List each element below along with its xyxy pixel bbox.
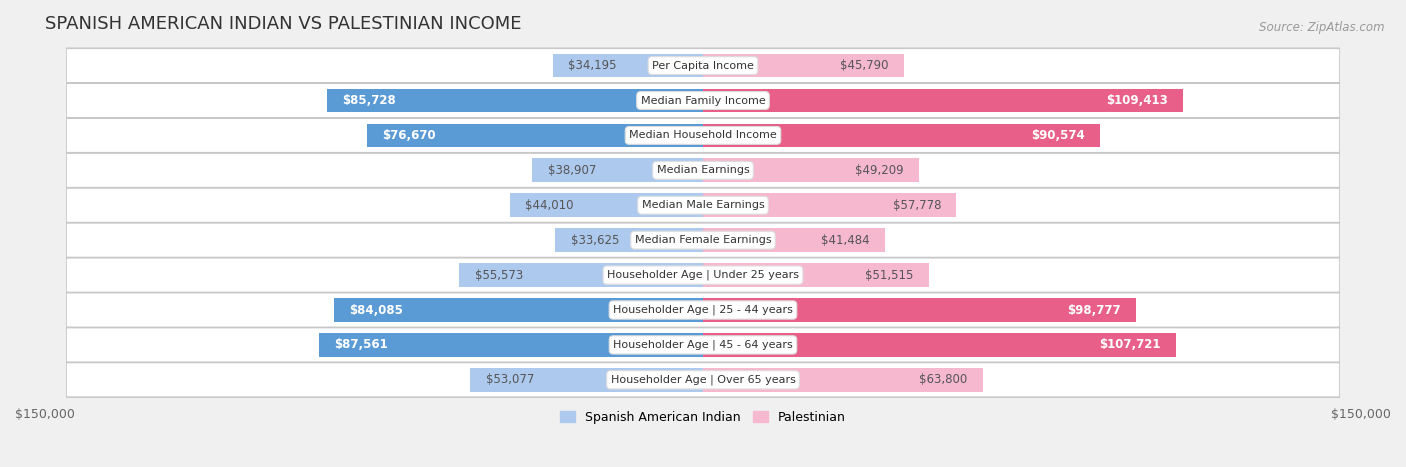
Bar [703,298,1136,322]
Text: Householder Age | Under 25 years: Householder Age | Under 25 years [607,270,799,280]
FancyBboxPatch shape [67,328,1339,361]
Text: $85,728: $85,728 [342,94,396,107]
Text: Median Family Income: Median Family Income [641,96,765,106]
Text: Median Household Income: Median Household Income [628,130,778,141]
Text: Median Male Earnings: Median Male Earnings [641,200,765,210]
FancyBboxPatch shape [67,259,1339,291]
Text: $44,010: $44,010 [526,199,574,212]
Text: SPANISH AMERICAN INDIAN VS PALESTINIAN INCOME: SPANISH AMERICAN INDIAN VS PALESTINIAN I… [45,15,522,33]
Text: $63,800: $63,800 [920,373,967,386]
Bar [553,54,703,78]
Bar [319,333,703,357]
Text: $87,561: $87,561 [335,339,388,352]
Bar [703,193,956,217]
Text: $41,484: $41,484 [821,234,870,247]
Bar [510,193,703,217]
Bar [328,89,703,113]
FancyBboxPatch shape [67,49,1339,82]
Text: $107,721: $107,721 [1098,339,1160,352]
Text: $45,790: $45,790 [839,59,889,72]
Bar [703,263,929,287]
Bar [703,158,920,182]
Bar [555,228,703,252]
FancyBboxPatch shape [67,258,1339,292]
Text: $76,670: $76,670 [382,129,436,142]
FancyBboxPatch shape [67,154,1339,187]
Text: $34,195: $34,195 [568,59,617,72]
FancyBboxPatch shape [67,83,1339,118]
Bar [533,158,703,182]
Bar [703,368,983,392]
Text: Householder Age | Over 65 years: Householder Age | Over 65 years [610,375,796,385]
Text: $109,413: $109,413 [1107,94,1167,107]
Bar [470,368,703,392]
FancyBboxPatch shape [67,223,1339,257]
FancyBboxPatch shape [67,224,1339,256]
Bar [703,228,884,252]
FancyBboxPatch shape [67,153,1339,188]
Bar [367,124,703,147]
Text: $84,085: $84,085 [350,304,404,317]
Bar [703,333,1175,357]
Text: Median Earnings: Median Earnings [657,165,749,175]
FancyBboxPatch shape [67,189,1339,222]
FancyBboxPatch shape [67,293,1339,327]
Bar [703,124,1101,147]
Text: Median Female Earnings: Median Female Earnings [634,235,772,245]
FancyBboxPatch shape [67,118,1339,153]
Text: $33,625: $33,625 [571,234,619,247]
FancyBboxPatch shape [67,119,1339,152]
Text: $38,907: $38,907 [548,164,596,177]
FancyBboxPatch shape [67,294,1339,326]
Bar [335,298,703,322]
Text: Householder Age | 45 - 64 years: Householder Age | 45 - 64 years [613,340,793,350]
Text: $90,574: $90,574 [1031,129,1085,142]
Text: Source: ZipAtlas.com: Source: ZipAtlas.com [1260,21,1385,34]
Text: $98,777: $98,777 [1067,304,1121,317]
Bar [703,54,904,78]
Bar [460,263,703,287]
Text: $57,778: $57,778 [893,199,941,212]
Legend: Spanish American Indian, Palestinian: Spanish American Indian, Palestinian [555,406,851,429]
Text: $51,515: $51,515 [865,269,914,282]
FancyBboxPatch shape [67,48,1339,83]
Text: $55,573: $55,573 [475,269,523,282]
FancyBboxPatch shape [67,188,1339,223]
Bar [703,89,1182,113]
FancyBboxPatch shape [67,363,1339,396]
FancyBboxPatch shape [67,84,1339,117]
Text: Per Capita Income: Per Capita Income [652,61,754,71]
FancyBboxPatch shape [67,362,1339,397]
FancyBboxPatch shape [67,328,1339,362]
Text: $53,077: $53,077 [485,373,534,386]
Text: $49,209: $49,209 [855,164,904,177]
Text: Householder Age | 25 - 44 years: Householder Age | 25 - 44 years [613,305,793,315]
